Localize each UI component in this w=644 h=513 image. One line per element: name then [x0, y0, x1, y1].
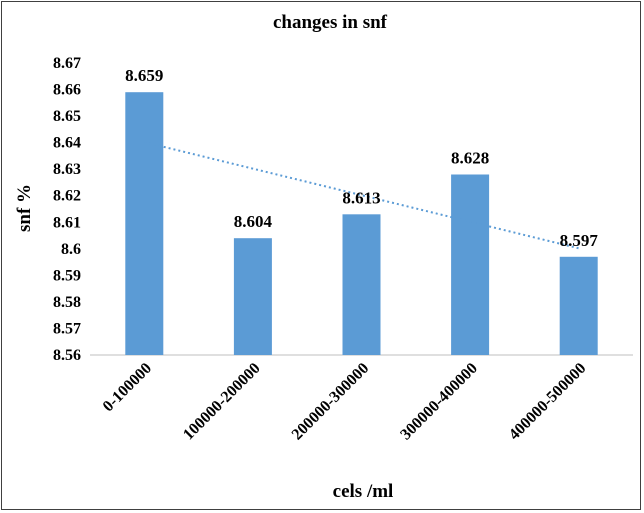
- y-tick-label: 8.66: [53, 82, 81, 99]
- bars: [125, 92, 598, 355]
- data-label: 8.628: [451, 148, 489, 167]
- y-tick-label: 8.63: [53, 161, 81, 178]
- x-tick-label: 200000-300000: [289, 360, 373, 444]
- data-label: 8.659: [125, 66, 163, 85]
- bar-200000-300000: [342, 214, 381, 355]
- bar-0-100000: [125, 92, 164, 355]
- y-tick-label: 8.62: [53, 188, 81, 205]
- y-tick-label: 8.64: [53, 135, 81, 152]
- data-label: 8.613: [342, 188, 380, 207]
- bar-300000-400000: [451, 174, 490, 355]
- y-tick-label: 8.58: [53, 294, 81, 311]
- x-tick-label: 300000-400000: [397, 360, 481, 444]
- data-labels: 8.659 8.604 8.613 8.628 8.597: [125, 66, 598, 250]
- y-tick-label: 8.67: [53, 55, 81, 72]
- x-axis-ticks: 0-100000 100000-200000 200000-300000 300000…: [100, 360, 590, 444]
- x-tick-label: 0-100000: [100, 360, 155, 415]
- y-tick-label: 8.59: [53, 267, 81, 284]
- y-axis-title: snf %: [14, 184, 35, 232]
- data-label: 8.604: [234, 212, 273, 231]
- y-tick-label: 8.61: [53, 214, 81, 231]
- y-axis-ticks: 8.56 8.57 8.58 8.59 8.6 8.61 8.62 8.63 8.64 8.65 8…: [53, 55, 81, 364]
- x-axis-title: cels /ml: [333, 481, 394, 502]
- y-tick-label: 8.65: [53, 108, 81, 125]
- data-label: 8.597: [560, 231, 599, 250]
- y-tick-label: 8.6: [61, 241, 81, 258]
- y-tick-label: 8.56: [53, 347, 81, 364]
- y-tick-label: 8.57: [53, 320, 81, 337]
- bar-400000-500000: [559, 256, 598, 355]
- x-tick-label: 400000-500000: [506, 360, 590, 444]
- bar-100000-200000: [233, 238, 272, 355]
- chart-title: changes in snf: [273, 12, 388, 33]
- x-tick-label: 100000-200000: [180, 360, 264, 444]
